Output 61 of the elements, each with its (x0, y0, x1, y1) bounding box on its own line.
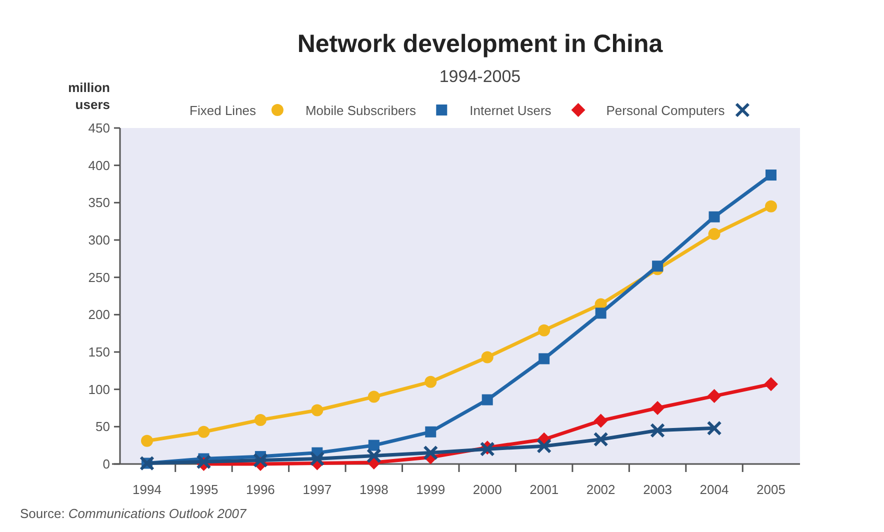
point (424, 376, 437, 388)
point (706, 420, 722, 436)
x-tick-label: 1994 (132, 482, 162, 497)
x-tick-label: 1996 (246, 482, 275, 497)
point (538, 324, 550, 336)
y-tick-label: 250 (88, 270, 110, 285)
y-tick-label: 0 (102, 456, 110, 472)
point (765, 200, 777, 212)
legend-label: Fixed Lines (190, 103, 257, 118)
legend-label: Personal Computers (606, 103, 726, 118)
y-tick-label: 450 (88, 120, 110, 136)
point (650, 422, 666, 438)
y-tick-label: 100 (88, 382, 110, 397)
x-tick-label: 2001 (530, 482, 559, 497)
y-tick-label: 350 (88, 195, 110, 210)
point (764, 377, 778, 392)
point (368, 390, 380, 403)
point (481, 351, 494, 364)
legend-label: Internet Users (470, 103, 552, 118)
point (536, 438, 552, 454)
x-tick-label: 1997 (302, 482, 332, 497)
y-axis-title: million users (68, 80, 110, 112)
x-tick-label: 2002 (586, 482, 616, 497)
point (311, 404, 324, 416)
y-tick-label: 300 (88, 232, 110, 248)
legend-label: Mobile Subscribers (305, 103, 416, 118)
point (708, 211, 720, 222)
y-tick-label: 400 (88, 158, 110, 173)
point (650, 401, 665, 415)
source-note: Source: Communications Outlook 2007 (20, 506, 247, 521)
x-tick-label: 2004 (700, 482, 729, 497)
x-tick-label: 2003 (643, 482, 672, 497)
y-tick-label: 50 (96, 419, 110, 434)
x-tick-label: 2000 (472, 482, 502, 497)
point (594, 414, 608, 428)
point (423, 445, 438, 460)
point (425, 426, 436, 438)
point (538, 353, 550, 364)
point (252, 452, 268, 468)
point (310, 451, 325, 466)
point (482, 394, 493, 406)
chart-subtitle: 1994-2005 (439, 67, 521, 86)
point (196, 454, 212, 470)
point (652, 260, 664, 272)
x-tick-label: 1995 (189, 482, 218, 497)
point (593, 432, 608, 447)
y-tick-label: 150 (88, 344, 110, 360)
point (766, 170, 776, 181)
point (707, 389, 722, 404)
point (366, 448, 382, 464)
point (368, 440, 380, 451)
x-tick-label: 1999 (416, 482, 446, 497)
point (708, 228, 720, 240)
point (141, 434, 153, 447)
point (198, 426, 210, 438)
point (595, 308, 606, 319)
y-tick-label: 200 (88, 307, 110, 322)
x-tick-label: 2005 (756, 482, 786, 497)
point (254, 414, 266, 426)
chart-title: Network development in China (297, 30, 664, 58)
x-tick-label: 1998 (359, 482, 388, 497)
